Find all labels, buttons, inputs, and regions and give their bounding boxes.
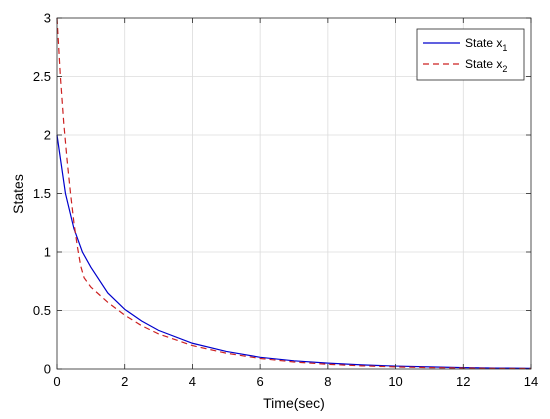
y-tick-label: 1.5 bbox=[33, 186, 51, 201]
series-layer bbox=[56, 17, 532, 370]
x-tick-label: 2 bbox=[121, 374, 128, 389]
series-line-x1 bbox=[56, 134, 532, 369]
x-tick-label: 14 bbox=[524, 374, 538, 389]
y-tick-label: 0 bbox=[44, 362, 51, 377]
x-axis-label: Time(sec) bbox=[263, 395, 325, 411]
y-tick-label: 0.5 bbox=[33, 303, 51, 318]
y-tick-label: 1 bbox=[44, 245, 51, 260]
y-tick-label: 3 bbox=[44, 11, 51, 26]
x-tick-label: 6 bbox=[257, 374, 264, 389]
legend-subscript-x1: 1 bbox=[502, 43, 507, 53]
x-tick-label: 12 bbox=[456, 374, 470, 389]
y-axis-label: States bbox=[10, 174, 26, 214]
y-tick-label: 2.5 bbox=[33, 69, 51, 84]
legend-subscript-x2: 2 bbox=[502, 64, 507, 74]
x-tick-label: 0 bbox=[53, 374, 60, 389]
legend-box bbox=[416, 28, 525, 81]
x-tick-label: 10 bbox=[388, 374, 402, 389]
y-tick-label: 2 bbox=[44, 128, 51, 143]
legend-label-x1: State x1 bbox=[465, 36, 507, 53]
x-tick-label: 4 bbox=[189, 374, 196, 389]
x-tick-label: 8 bbox=[324, 374, 331, 389]
legend: State x1 State x2 bbox=[416, 28, 525, 81]
legend-label-x2: State x2 bbox=[465, 57, 507, 74]
tick-marks bbox=[56, 17, 532, 370]
